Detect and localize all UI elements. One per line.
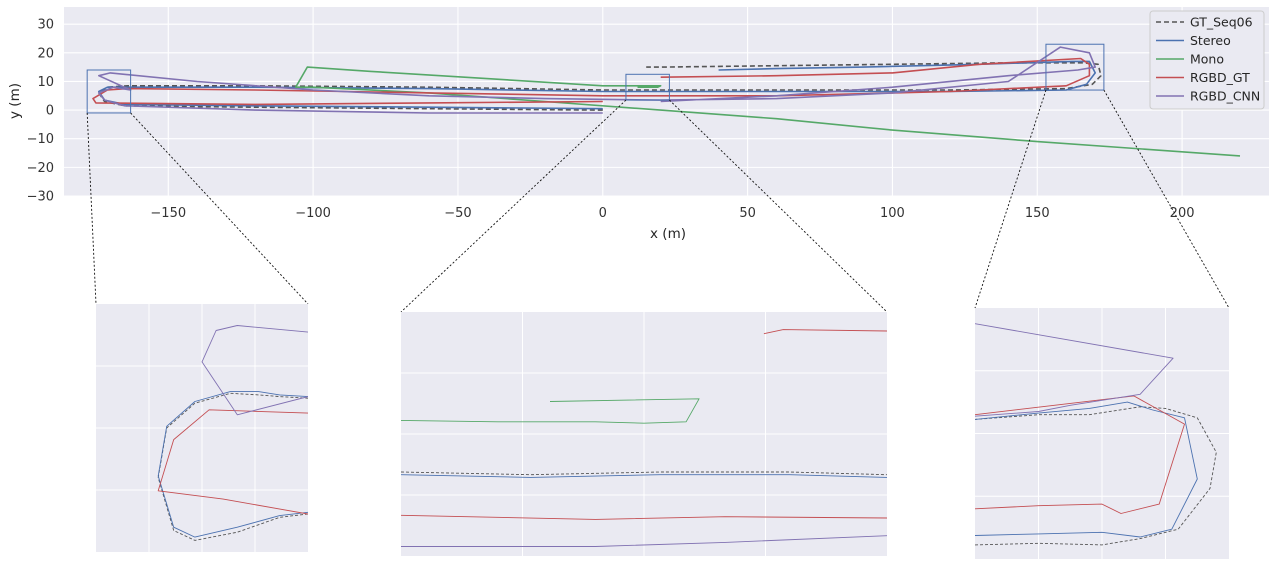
legend-label-stereo: Stereo [1190, 33, 1231, 48]
inset-series-group [975, 323, 1217, 546]
inset-series-line-gt-seq06 [975, 406, 1217, 546]
inset-series-line-rgbd-gt [157, 409, 308, 515]
inset-series-line-rgbd-gt [763, 329, 887, 335]
y-tick-label: −30 [27, 190, 54, 205]
x-tick-label: 150 [1025, 206, 1050, 221]
inset-series-line-gt-seq06 [401, 471, 887, 476]
y-tick-label: −10 [27, 132, 54, 147]
x-tick-label: −50 [444, 206, 471, 221]
inset-series-line-rgbd-cnn [401, 535, 887, 547]
inset-series-line-stereo [157, 391, 308, 538]
inset-series-group [157, 325, 308, 541]
legend-label-rgbd-gt: RGBD_GT [1190, 70, 1250, 85]
x-tick-label: 200 [1170, 206, 1195, 221]
x-tick-label: 50 [739, 206, 756, 221]
zoom-region-box [625, 73, 670, 101]
inset-series-group [401, 329, 887, 547]
connector-line [669, 99, 888, 313]
y-tick-label: 10 [37, 75, 54, 90]
zoom-region-box [1045, 43, 1105, 91]
inset-series-line-mono [401, 398, 700, 424]
inset-right [975, 308, 1229, 559]
zoom-connectors [86, 89, 1230, 313]
inset-series-line-stereo [401, 474, 887, 478]
inset-series-line-rgbd-gt [975, 395, 1185, 514]
x-tick-label: 0 [599, 206, 607, 221]
inset-series-line-rgbd-cnn [975, 323, 1174, 417]
series-line-rgbd-gt [92, 57, 1091, 106]
main-series-group [92, 46, 1241, 157]
legend-label-gt-seq06: GT_Seq06 [1190, 15, 1253, 30]
inset-series-line-stereo [975, 401, 1198, 538]
connector-line [1103, 89, 1230, 309]
inset-left [96, 304, 308, 552]
inset-middle [401, 312, 887, 556]
legend-box [1149, 10, 1265, 110]
x-axis-label: x (m) [650, 226, 686, 242]
y-tick-label: −20 [27, 161, 54, 176]
zoom-region-box [86, 69, 132, 114]
series-line-rgbd-cnn [98, 46, 1096, 114]
series-line-mono [294, 66, 1241, 157]
legend-label-rgbd-cnn: RGBD_CNN [1190, 89, 1260, 104]
x-tick-label: −100 [295, 206, 331, 221]
connector-line [400, 99, 627, 313]
y-tick-label: 30 [37, 18, 54, 33]
zoom-insets [96, 304, 1229, 559]
y-axis-label: y (m) [7, 83, 23, 119]
y-tick-label: 0 [46, 104, 54, 119]
connector-line [130, 112, 309, 305]
x-tick-label: −150 [150, 206, 186, 221]
y-tick-label: 20 [37, 46, 54, 61]
legend-label-mono: Mono [1190, 52, 1224, 67]
inset-series-line-rgbd-cnn [201, 325, 308, 416]
inset-series-line-rgbd-gt [401, 514, 887, 520]
x-tick-label: 100 [880, 206, 905, 221]
legend: GT_Seq06 Stereo Mono RGBD_GT RGBD_CNN [1149, 10, 1265, 110]
